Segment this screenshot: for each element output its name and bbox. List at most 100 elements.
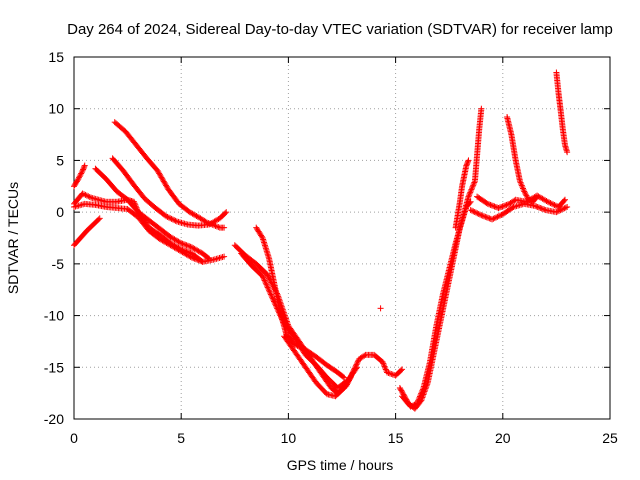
data-point-track-O	[483, 214, 490, 221]
data-point-track-I	[267, 291, 274, 298]
data-point-track-P	[484, 200, 491, 207]
data-point-track-Q	[533, 194, 540, 201]
data-point-track-N	[464, 158, 471, 165]
data-point-track-D	[191, 255, 198, 262]
data-point-track-L	[397, 386, 404, 393]
data-point-track-M	[465, 193, 472, 200]
data-point-track-M	[418, 389, 425, 396]
data-point-track-P	[548, 200, 555, 207]
data-point-track-F	[223, 209, 230, 216]
data-point-track-P	[496, 204, 503, 211]
data-point-track-J	[294, 342, 301, 349]
data-point-track-E	[205, 254, 211, 261]
data-point-track-P	[502, 202, 509, 209]
data-point-track-M	[411, 401, 418, 408]
data-point-track-Q	[521, 188, 528, 195]
data-point-track-Q	[524, 193, 531, 200]
data-point-track-O	[562, 204, 569, 211]
data-point-track-K	[346, 375, 353, 382]
data-point-track-F	[171, 217, 178, 224]
data-point-track-P	[487, 201, 494, 208]
data-point-track-O	[561, 205, 568, 212]
grid-layer	[74, 57, 610, 419]
data-point-track-H	[384, 369, 391, 376]
data-point-track-O	[479, 212, 486, 219]
data-point-track-O	[534, 203, 541, 210]
data-point-track-C	[81, 191, 88, 198]
y-axis-label: SDTVAR / TECUs	[5, 182, 21, 294]
data-point-track-D	[194, 256, 201, 263]
data-point-track-H	[399, 366, 406, 373]
data-point-track-M	[419, 386, 426, 393]
data-point-track-M	[414, 399, 421, 406]
data-point-track-O	[473, 209, 479, 216]
data-point-track-P	[490, 202, 497, 209]
data-point-track-O	[553, 209, 560, 216]
data-point-track-I	[259, 273, 266, 280]
data-point-track-B	[81, 162, 88, 169]
y-tick-label: 15	[48, 49, 64, 65]
x-tick-label: 0	[70, 430, 78, 446]
data-point-track-B	[78, 170, 85, 177]
data-point-track-G	[203, 219, 210, 226]
data-point-track-D	[199, 258, 206, 265]
plot-frame	[73, 56, 611, 420]
data-point-track-O	[468, 207, 475, 214]
data-point-track-B	[79, 167, 86, 174]
data-point-track-P	[499, 203, 506, 210]
data-point-track-H	[264, 272, 271, 279]
data-point-track-M	[407, 403, 414, 410]
data-point-track-F	[172, 217, 179, 224]
x-axis-label: GPS time / hours	[287, 457, 394, 473]
data-point-track-E	[180, 241, 187, 248]
data-point-track-M	[467, 187, 474, 194]
data-point-track-H	[380, 360, 387, 367]
data-point-track-E	[179, 240, 186, 247]
data-point-track-O	[485, 214, 492, 221]
data-point-track-O	[489, 216, 496, 223]
data-point-track-E	[178, 240, 185, 247]
data-point-track-H	[388, 371, 395, 378]
data-point-track-P	[486, 201, 493, 208]
x-tick-label: 10	[281, 430, 297, 446]
data-point-track-D	[195, 257, 202, 264]
data-point-track-H	[265, 273, 272, 280]
data-point-track-J	[293, 342, 300, 349]
data-point-track-B	[78, 169, 85, 176]
data-point-track-D	[198, 258, 205, 265]
data-point-track-M	[466, 190, 473, 197]
data-point-track-E	[176, 239, 183, 246]
data-point-track-Q	[518, 182, 525, 189]
data-point-track-M	[469, 185, 476, 192]
data-point-track-O	[491, 215, 498, 222]
data-point-track-J	[298, 344, 305, 351]
x-tick-label: 20	[495, 430, 511, 446]
data-point-track-B	[76, 174, 83, 181]
data-point-track-O	[493, 214, 500, 221]
data-point-track-I	[262, 280, 269, 287]
data-point-track-O	[497, 212, 504, 219]
data-point-track-O	[564, 203, 571, 210]
y-tick-label: -15	[44, 359, 64, 375]
data-point-track-O	[482, 213, 489, 220]
data-point-track-M	[478, 105, 485, 112]
data-point-track-M	[466, 192, 473, 199]
data-point-track-M	[471, 179, 478, 186]
data-point-track-L	[396, 384, 403, 391]
data-point-track-D	[190, 255, 197, 262]
data-point-track-H	[382, 366, 389, 373]
data-point-track-I	[265, 285, 272, 292]
data-point-track-I	[269, 295, 276, 302]
data-point-track-E	[184, 242, 191, 249]
data-point-track-G	[208, 221, 215, 228]
data-point-track-M	[416, 394, 423, 401]
data-point-track-P	[544, 198, 551, 205]
data-point-track-O	[474, 210, 481, 217]
data-point-track-G	[213, 223, 220, 230]
data-point-track-I	[267, 290, 274, 297]
data-point-track-D	[192, 256, 199, 263]
data-point-track-D	[187, 253, 194, 260]
data-point-track-I	[263, 281, 270, 288]
data-point-track-I	[353, 365, 360, 372]
data-point-track-Q	[534, 193, 541, 200]
